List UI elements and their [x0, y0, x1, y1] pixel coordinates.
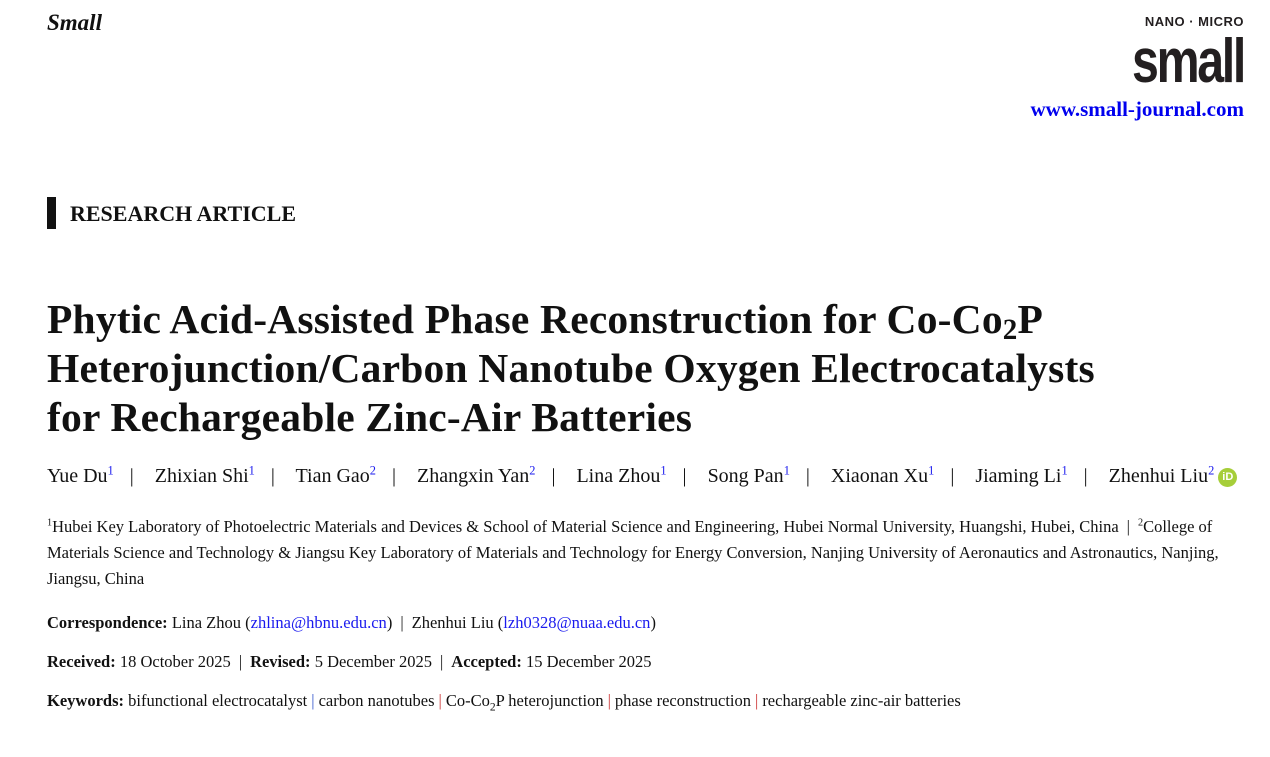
logo-wordmark: small: [1132, 27, 1246, 96]
received-label: Received:: [47, 652, 116, 671]
author-name: Zhenhui Liu: [1108, 465, 1209, 487]
keywords-label: Keywords:: [47, 691, 124, 710]
author: Tian Gao2: [295, 463, 376, 487]
correspondent-name: Lina Zhou: [171, 613, 242, 632]
logo-subtitle: NANO · MICRO: [1144, 14, 1244, 29]
author-name: Xiaonan Xu: [830, 465, 929, 487]
author-name: Tian Gao: [295, 465, 370, 487]
author-name: Zhangxin Yan: [417, 465, 530, 487]
divider: |: [1126, 517, 1130, 536]
author-affiliation: 1: [928, 463, 935, 478]
author-list: Yue Du1 | Zhixian Shi1 | Tian Gao2 | Zhangx…: [47, 462, 1247, 490]
divider: |: [238, 652, 243, 671]
keywords: Keywords: bifunctional electrocatalyst | c…: [47, 690, 1247, 714]
divider: |: [805, 465, 810, 487]
title-line-2: Heterojunction/Carbon Nanotube Oxygen El…: [47, 345, 1095, 391]
title-line-1: Phytic Acid-Assisted Phase Reconstructio…: [47, 296, 1003, 342]
author-name: Jiaming Li: [975, 465, 1062, 487]
author: Zhixian Shi1: [154, 463, 255, 487]
journal-url-link[interactable]: www.small-journal.com: [1030, 97, 1245, 121]
keyword-part: Co-Co: [445, 691, 490, 710]
title-subscript: 2: [1002, 313, 1018, 346]
divider: |: [400, 613, 404, 632]
title-line-3: for Rechargeable Zinc-Air Batteries: [47, 394, 693, 440]
keyword: phase reconstruction: [614, 691, 751, 710]
keyword-part: P heterojunction: [495, 691, 604, 710]
journal-header: NANO · MICRO small www.small-journal.com: [944, 14, 1247, 122]
author-affiliation: 2: [529, 463, 536, 478]
affiliation-1: Hubei Key Laboratory of Photoelectric Ma…: [52, 517, 1119, 536]
keyword: bifunctional electrocatalyst: [128, 691, 308, 710]
keyword: Co-Co2P heterojunction: [445, 691, 604, 714]
author-affiliation: 1: [107, 463, 114, 478]
keyword-subscript: 2: [489, 701, 496, 714]
divider: |: [551, 465, 556, 487]
divider: |: [439, 652, 444, 671]
email-link[interactable]: lzh0328@nuaa.edu.cn: [503, 613, 651, 632]
author: Song Pan1: [707, 463, 790, 487]
correspondent-name: Zhenhui Liu: [411, 613, 494, 632]
revised-label: Revised:: [250, 652, 311, 671]
author: Lina Zhou1: [576, 463, 667, 487]
divider: |: [311, 691, 315, 710]
revised-date: 5 December 2025: [314, 652, 432, 671]
accepted-label: Accepted:: [451, 652, 522, 671]
divider: |: [950, 465, 955, 487]
divider: |: [755, 691, 759, 710]
accepted-date: 15 December 2025: [525, 652, 652, 671]
affiliation-number: 1: [47, 517, 53, 529]
author-affiliation: 1: [783, 463, 790, 478]
affiliation-2: College of Materials Science and Technol…: [47, 517, 1219, 588]
author-affiliation: 2: [1208, 463, 1215, 478]
author-affiliation: 1: [248, 463, 255, 478]
correspondence: Correspondence: Lina Zhou (zhlina@hbnu.e…: [47, 613, 656, 632]
divider: |: [129, 465, 134, 487]
keyword: carbon nanotubes: [318, 691, 435, 710]
keyword: rechargeable zinc-air batteries: [762, 691, 961, 710]
article-dates: Received: 18 October 2025 | Revised: 5 Dec…: [47, 651, 1247, 673]
orcid-icon[interactable]: iD: [1218, 468, 1238, 487]
divider: |: [438, 691, 442, 710]
divider: |: [392, 465, 397, 487]
affiliation-number: 2: [1137, 517, 1144, 529]
author-affiliation: 2: [369, 463, 376, 478]
author: Zhenhui Liu2 iD: [1108, 463, 1238, 487]
divider: |: [682, 465, 687, 487]
divider: |: [1083, 465, 1088, 487]
email-link[interactable]: zhlina@hbnu.edu.cn: [250, 613, 387, 632]
author-name: Zhixian Shi: [154, 465, 249, 487]
author-name: Yue Du: [47, 465, 108, 487]
journal-logo: NANO · MICRO small: [944, 14, 1246, 96]
journal-name: Small: [47, 10, 102, 35]
author-name: Song Pan: [707, 465, 784, 487]
article-metadata: Yue Du1 | Zhixian Shi1 | Tian Gao2 | Zhangx…: [47, 462, 1247, 714]
author: Xiaonan Xu1: [830, 463, 935, 487]
affiliations: 1Hubei Key Laboratory of Photoelectric M…: [47, 514, 1227, 592]
article-title: Phytic Acid-Assisted Phase Reconstructio…: [47, 295, 1095, 442]
title-line-1-end: P: [1017, 296, 1044, 342]
author-affiliation: 1: [1061, 463, 1068, 478]
author-name: Lina Zhou: [576, 465, 661, 487]
divider: |: [270, 465, 275, 487]
article-type: RESEARCH ARTICLE: [47, 197, 296, 229]
divider: |: [607, 691, 611, 710]
author: Yue Du1: [47, 463, 114, 487]
correspondence-label: Correspondence:: [47, 613, 168, 632]
author-affiliation: 1: [660, 463, 667, 478]
author: Zhangxin Yan2: [417, 463, 536, 487]
author: Jiaming Li1: [975, 463, 1068, 487]
received-date: 18 October 2025: [119, 652, 231, 671]
